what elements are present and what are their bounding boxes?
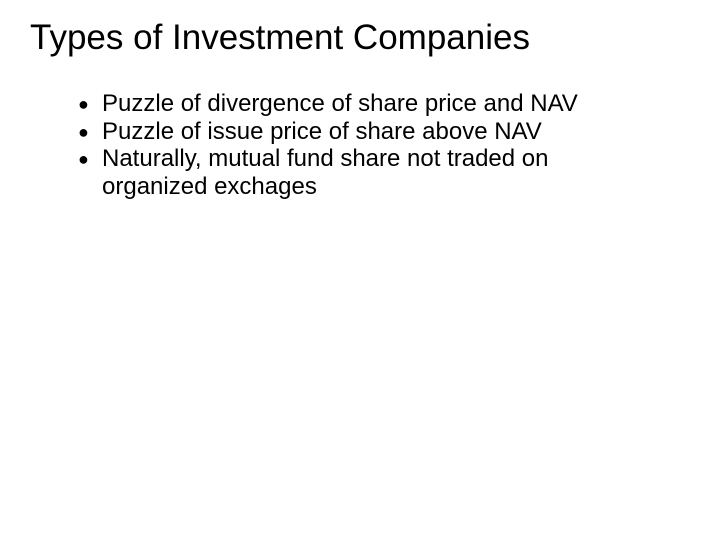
bullet-item: Puzzle of divergence of share price and …: [78, 90, 660, 118]
bullet-list: Puzzle of divergence of share price and …: [0, 90, 720, 200]
bullet-item: Puzzle of issue price of share above NAV: [78, 118, 660, 146]
slide-title: Types of Investment Companies: [0, 0, 720, 58]
bullet-item: Naturally, mutual fund share not traded …: [78, 145, 660, 200]
